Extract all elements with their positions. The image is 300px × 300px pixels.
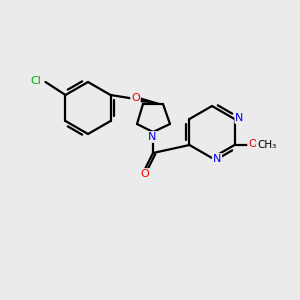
Text: CH₃: CH₃ xyxy=(257,140,276,150)
Text: N: N xyxy=(235,113,244,123)
Text: O: O xyxy=(248,139,257,149)
Text: O: O xyxy=(141,169,149,179)
Polygon shape xyxy=(135,96,163,104)
Text: O: O xyxy=(131,93,140,103)
Text: N: N xyxy=(148,132,156,142)
Text: Cl: Cl xyxy=(31,76,41,86)
Text: N: N xyxy=(213,154,221,164)
